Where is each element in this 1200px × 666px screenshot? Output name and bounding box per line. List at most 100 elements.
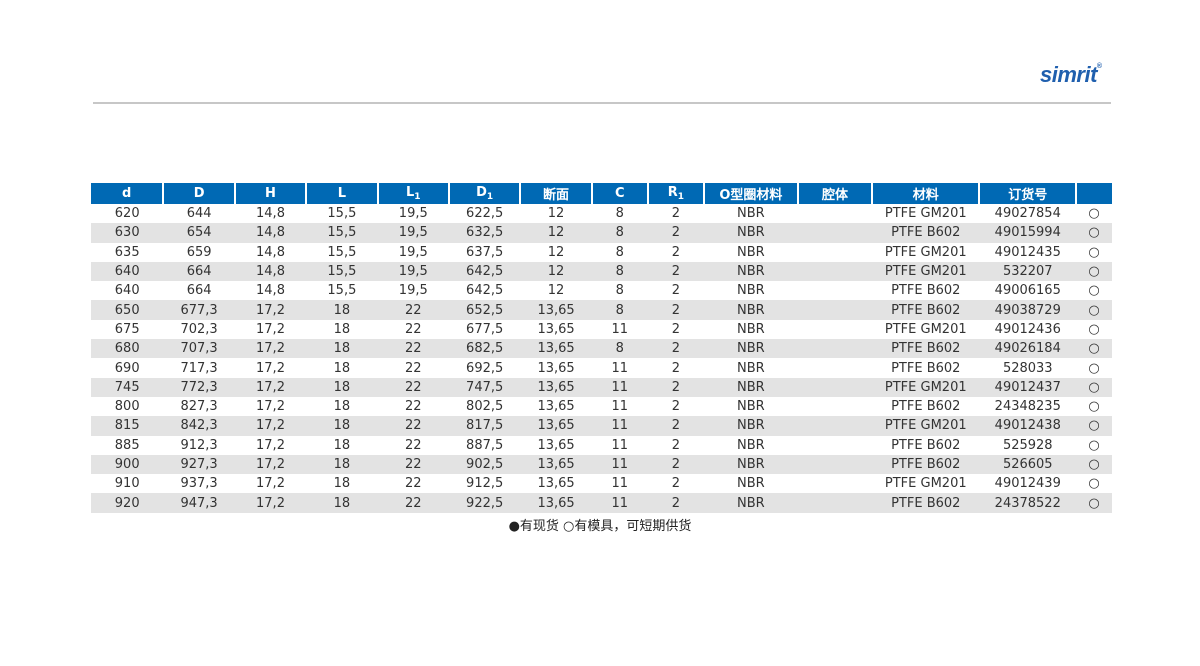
cell-section: 13,65 — [520, 474, 592, 494]
table-row: 745 772,3 17,2 18 22 747,5 13,65 11 2 NBR PTFE GM2… — [91, 377, 1112, 397]
cell-availability: ○ — [1076, 474, 1112, 494]
header-availability — [1075, 183, 1112, 204]
cell-D1: 922,5 — [448, 493, 521, 513]
cell-D1: 692,5 — [448, 358, 521, 378]
cell-d: 680 — [91, 339, 164, 359]
cell-section: 12 — [520, 223, 592, 243]
header-cavity: 腔体 — [796, 183, 873, 204]
cell-o-ring-material: NBR — [703, 435, 798, 455]
table-row: 920 947,3 17,2 18 22 922,5 13,65 11 2 NBR PTFE B60… — [91, 493, 1112, 513]
cell-o-ring-material: NBR — [703, 300, 798, 320]
cell-D: 842,3 — [163, 416, 235, 436]
cell-H: 17,2 — [234, 377, 307, 397]
cell-material: PTFE B602 — [872, 223, 980, 243]
cell-material: PTFE GM201 — [872, 377, 980, 397]
cell-R1: 2 — [647, 358, 704, 378]
cell-material: PTFE GM201 — [872, 242, 980, 262]
cell-d: 675 — [91, 319, 164, 340]
cell-cavity — [797, 493, 873, 513]
cell-L: 18 — [306, 493, 378, 513]
cell-order-number: 526605 — [979, 454, 1077, 475]
cell-material: PTFE GM201 — [872, 204, 980, 224]
cell-L: 15,5 — [306, 261, 378, 282]
cell-order-number: 24348235 — [979, 396, 1077, 417]
cell-material: PTFE GM201 — [872, 319, 980, 340]
table-row: 630 654 14,8 15,5 19,5 632,5 12 8 2 NBR PTFE B602 4… — [91, 223, 1112, 243]
cell-cavity — [797, 377, 873, 397]
header-d: d — [91, 183, 164, 204]
cell-order-number: 525928 — [979, 435, 1077, 455]
cell-D: 664 — [163, 281, 235, 301]
header-C: C — [590, 183, 648, 204]
cell-C: 11 — [591, 358, 648, 378]
cell-C: 11 — [591, 396, 648, 417]
cell-section: 13,65 — [520, 358, 592, 378]
cell-D1: 817,5 — [448, 416, 521, 436]
cell-C: 11 — [591, 416, 648, 436]
cell-order-number: 49012439 — [979, 474, 1077, 494]
cell-H: 17,2 — [234, 474, 307, 494]
header-label: d — [122, 186, 132, 201]
cell-R1: 2 — [647, 261, 704, 282]
table-row: 910 937,3 17,2 18 22 912,5 13,65 11 2 NBR PTFE GM2… — [91, 474, 1112, 494]
cell-L: 15,5 — [306, 242, 378, 262]
cell-order-number: 49027854 — [979, 204, 1077, 224]
header-label: L — [405, 185, 415, 200]
cell-material: PTFE GM201 — [872, 416, 980, 436]
cell-L: 18 — [306, 358, 378, 378]
cell-D: 664 — [163, 261, 235, 282]
header-label: L — [337, 186, 347, 201]
cell-d: 910 — [91, 474, 164, 494]
header-D: D — [162, 183, 235, 204]
cell-L1: 22 — [377, 396, 449, 417]
cell-D1: 902,5 — [448, 454, 521, 475]
cell-C: 8 — [591, 261, 648, 282]
table-header: d D H L L1 D1 断面 C R1 O型圈材料 腔体 材料 订货号 — [91, 183, 1112, 204]
cell-L1: 19,5 — [377, 223, 449, 243]
cell-material: PTFE B602 — [872, 396, 980, 417]
header-label: R — [667, 185, 678, 200]
table-row: 635 659 14,8 15,5 19,5 637,5 12 8 2 NBR PTFE GM201… — [91, 242, 1112, 262]
cell-material: PTFE B602 — [872, 300, 980, 320]
cell-L1: 22 — [377, 435, 449, 455]
cell-D1: 642,5 — [448, 281, 521, 301]
table-row: 800 827,3 17,2 18 22 802,5 13,65 11 2 NBR PTFE B60… — [91, 396, 1112, 417]
cell-d: 920 — [91, 493, 164, 513]
cell-H: 14,8 — [234, 223, 307, 243]
cell-L: 18 — [306, 300, 378, 320]
cell-L: 15,5 — [306, 281, 378, 301]
cell-d: 885 — [91, 435, 164, 455]
cell-H: 17,2 — [234, 493, 307, 513]
cell-L1: 19,5 — [377, 261, 449, 282]
cell-o-ring-material: NBR — [703, 474, 798, 494]
cell-C: 8 — [591, 223, 648, 243]
cell-R1: 2 — [647, 281, 704, 301]
simrit-logo: simrit® — [1040, 62, 1112, 92]
cell-availability: ○ — [1076, 223, 1112, 243]
header-R1: R1 — [646, 183, 704, 204]
cell-o-ring-material: NBR — [703, 223, 798, 243]
cell-availability: ○ — [1076, 319, 1112, 340]
header-subscript: 1 — [486, 192, 494, 202]
cell-cavity — [797, 204, 873, 224]
cell-cavity — [797, 454, 873, 475]
table-row: 690 717,3 17,2 18 22 692,5 13,65 11 2 NBR PTFE B60… — [91, 358, 1112, 378]
cell-section: 13,65 — [520, 396, 592, 417]
header-label: 断面 — [543, 188, 570, 203]
cell-section: 12 — [520, 281, 592, 301]
cell-L1: 19,5 — [377, 242, 449, 262]
cell-cavity — [797, 396, 873, 417]
cell-D: 937,3 — [163, 474, 235, 494]
cell-cavity — [797, 339, 873, 359]
cell-material: PTFE B602 — [872, 493, 980, 513]
cell-R1: 2 — [647, 339, 704, 359]
cell-L1: 19,5 — [377, 204, 449, 224]
cell-o-ring-material: NBR — [703, 204, 798, 224]
cell-cavity — [797, 358, 873, 378]
cell-C: 11 — [591, 474, 648, 494]
cell-cavity — [797, 435, 873, 455]
header-H: H — [233, 183, 307, 204]
header-label: C — [615, 186, 625, 201]
header-order-number: 订货号 — [978, 183, 1077, 204]
header-L1: L1 — [376, 183, 449, 204]
